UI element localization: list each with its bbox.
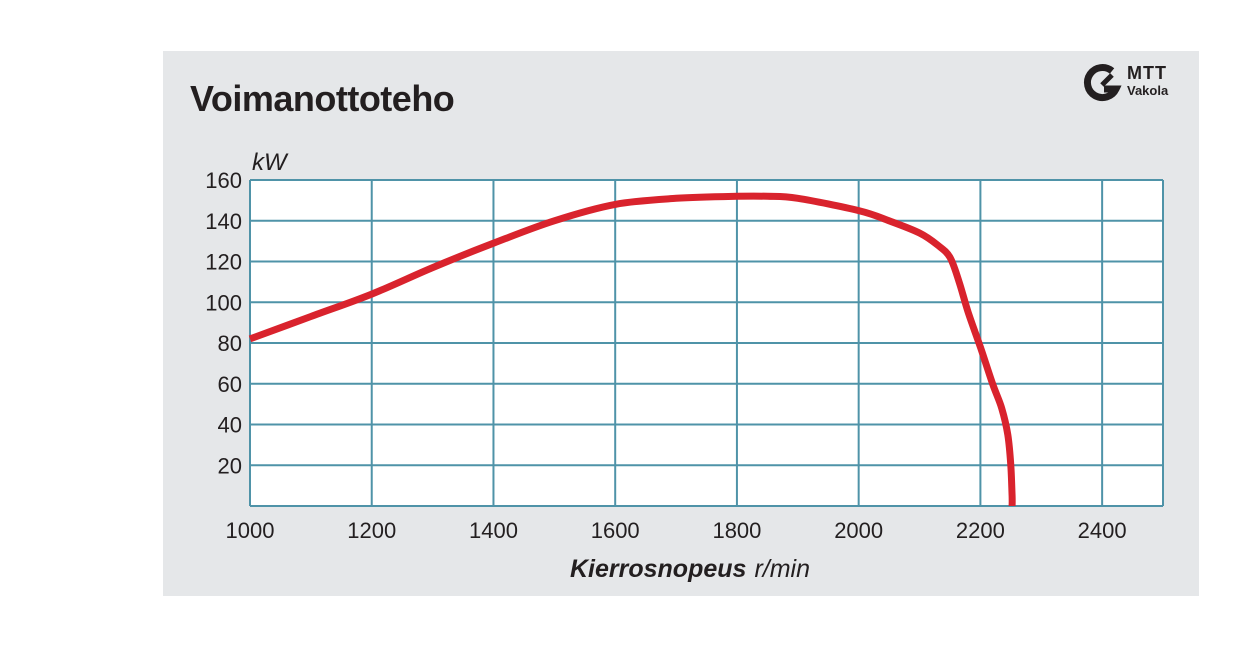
- x-axis-label-main: Kierrosnopeus: [570, 555, 747, 583]
- logo-mark-icon: [1083, 64, 1122, 101]
- mtt-vakola-logo: MTT Vakola: [1082, 63, 1192, 103]
- logo-text-vakola: Vakola: [1127, 83, 1169, 98]
- y-tick-label: 80: [218, 331, 242, 356]
- x-tick-label: 1600: [591, 518, 640, 543]
- logo-text-mtt: MTT: [1127, 63, 1167, 83]
- x-tick-label: 2200: [956, 518, 1005, 543]
- y-tick-label: 120: [205, 250, 242, 275]
- x-axis-label: Kierrosnopeus r/min: [570, 555, 810, 583]
- chart-title: Voimanottoteho: [190, 78, 455, 119]
- y-tick-label: 20: [218, 453, 242, 478]
- y-tick-label: 160: [205, 168, 242, 193]
- x-tick-label: 2400: [1078, 518, 1127, 543]
- y-tick-label: 100: [205, 290, 242, 315]
- y-tick-label: 140: [205, 209, 242, 234]
- y-axis-label: kW: [252, 149, 289, 176]
- x-tick-label: 1200: [347, 518, 396, 543]
- y-tick-label: 40: [218, 413, 242, 438]
- x-tick-label: 2000: [834, 518, 883, 543]
- x-tick-label: 1000: [226, 518, 275, 543]
- x-tick-label: 1800: [712, 518, 761, 543]
- x-tick-label: 1400: [469, 518, 518, 543]
- x-axis-label-unit: r/min: [754, 555, 810, 583]
- y-tick-label: 60: [218, 372, 242, 397]
- series-line-power: [248, 192, 1016, 507]
